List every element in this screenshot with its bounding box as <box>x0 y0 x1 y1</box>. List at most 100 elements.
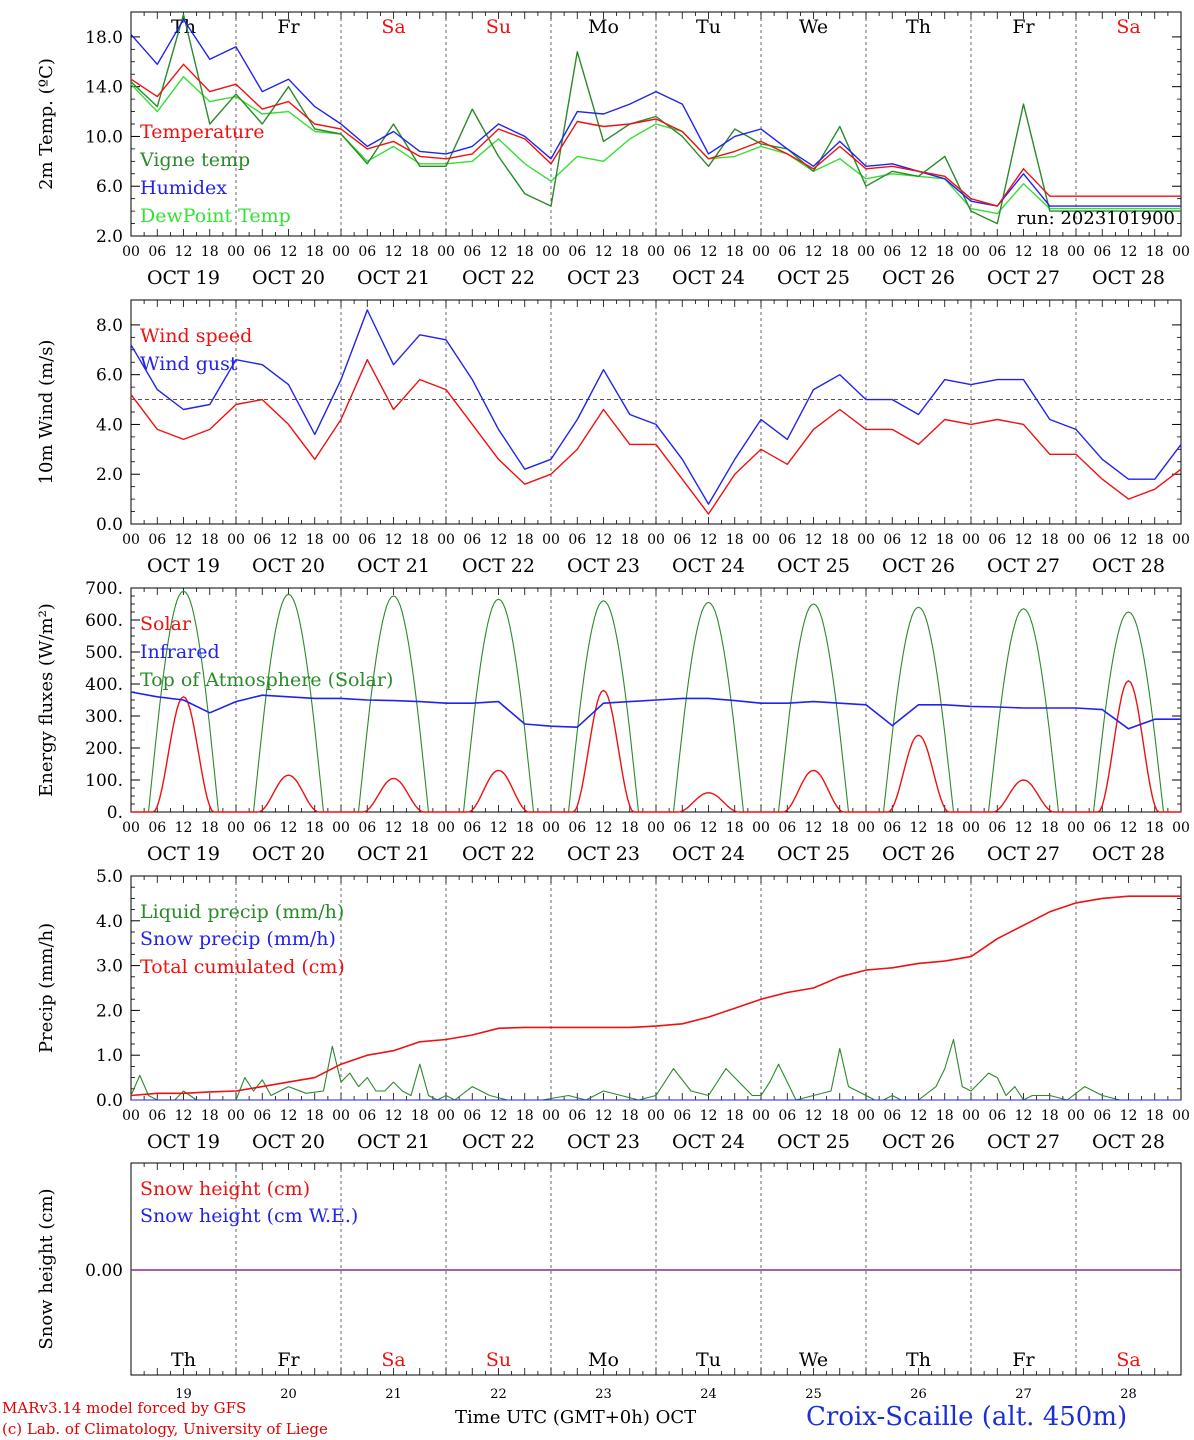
hour-tick-label: 00 <box>332 532 350 548</box>
series-line <box>462 598 535 813</box>
panel-2: 0.0 2.0 4.0 6.0 8.0 10m Wind (m/s) 00 06 12 18 OCT… <box>36 299 1190 577</box>
series-line <box>882 606 955 813</box>
hour-tick-label: 00 <box>1067 532 1085 548</box>
y-axis-label: Energy fluxes (W/m²) <box>36 603 57 797</box>
hour-tick-label: 18 <box>621 1108 639 1124</box>
series-line <box>147 590 220 813</box>
hour-tick-label: 12 <box>910 532 928 548</box>
hour-tick-label: 18 <box>726 1108 744 1124</box>
hour-tick-label: 12 <box>175 244 193 260</box>
date-label: OCT 19 <box>147 555 220 577</box>
hour-tick-label: 00 <box>227 820 245 836</box>
hour-tick-label: 18 <box>516 244 534 260</box>
y-tick-label: 2.0 <box>96 1001 123 1021</box>
legend-entry: Humidex <box>140 177 227 199</box>
hour-tick-label: 12 <box>490 532 508 548</box>
y-tick-label: 14.0 <box>85 78 123 98</box>
series-line <box>130 359 1182 515</box>
hour-tick-label: 00 <box>542 1108 560 1124</box>
hour-tick-label: 00 <box>857 1108 875 1124</box>
hour-tick-label: 18 <box>936 532 954 548</box>
series-line <box>357 595 430 813</box>
legend-entry: Liquid precip (mm/h) <box>140 901 344 923</box>
hour-tick-label: 00 <box>1172 820 1190 836</box>
hour-tick-label: 06 <box>778 244 796 260</box>
series-line <box>130 895 1181 1097</box>
day-number: 21 <box>385 1387 402 1402</box>
legend-entry: Temperature <box>140 121 264 143</box>
date-label: OCT 25 <box>777 267 850 289</box>
hour-tick-label: 18 <box>621 820 639 836</box>
series-line <box>567 600 640 813</box>
hour-tick-label: 06 <box>463 244 481 260</box>
hour-tick-label: 00 <box>752 244 770 260</box>
hour-tick-label: 06 <box>568 1108 586 1124</box>
date-label: OCT 21 <box>357 1131 430 1153</box>
day-number: 23 <box>595 1387 612 1402</box>
plot-frame <box>130 299 1182 525</box>
date-label: OCT 20 <box>252 267 325 289</box>
day-name: Th <box>171 16 196 38</box>
hour-tick-label: 12 <box>595 820 613 836</box>
day-name: Mo <box>588 1349 619 1371</box>
hour-tick-label: 00 <box>962 1108 980 1124</box>
day-name: Sa <box>1116 1349 1140 1371</box>
day-name: Th <box>906 1349 931 1371</box>
hour-tick-label: 00 <box>227 532 245 548</box>
hour-tick-label: 18 <box>1041 532 1059 548</box>
day-number: 26 <box>910 1387 927 1402</box>
series-line <box>1092 611 1165 813</box>
hour-tick-label: 12 <box>1120 820 1138 836</box>
hour-tick-label: 18 <box>726 532 744 548</box>
legend-entry: Snow height (cm W.E.) <box>140 1205 358 1227</box>
credit-line-model: MARv3.14 model forced by GFS <box>2 1399 247 1417</box>
date-label: OCT 28 <box>1092 1131 1165 1153</box>
series-line <box>130 309 1182 505</box>
day-number: 19 <box>175 1387 192 1402</box>
hour-tick-label: 00 <box>857 820 875 836</box>
hour-tick-label: 18 <box>306 820 324 836</box>
panel-4: 0.0 1.0 2.0 3.0 4.0 5.0 Precip (mm/h) 00 06 12 18 O… <box>36 867 1190 1153</box>
hour-tick-label: 06 <box>253 244 271 260</box>
hour-tick-label: 00 <box>437 532 455 548</box>
hour-tick-label: 12 <box>1120 532 1138 548</box>
hour-tick-label: 12 <box>385 1108 403 1124</box>
hour-tick-label: 12 <box>805 244 823 260</box>
hour-tick-label: 00 <box>437 820 455 836</box>
hour-tick-label: 12 <box>280 820 298 836</box>
hour-tick-label: 00 <box>332 1108 350 1124</box>
hour-tick-label: 18 <box>201 244 219 260</box>
y-tick-label: 200. <box>85 739 123 759</box>
hour-tick-label: 18 <box>831 1108 849 1124</box>
date-label: OCT 21 <box>357 267 430 289</box>
y-tick-label: 0.00 <box>85 1261 123 1281</box>
y-tick-label: 100. <box>85 771 123 791</box>
y-tick-label: 10.0 <box>85 127 123 147</box>
hour-tick-label: 12 <box>910 1108 928 1124</box>
day-name: Fr <box>277 16 300 38</box>
hour-tick-label: 06 <box>1093 1108 1111 1124</box>
date-label: OCT 26 <box>882 1131 955 1153</box>
date-label: OCT 19 <box>147 843 220 865</box>
hour-tick-label: 00 <box>227 244 245 260</box>
y-tick-label: 400. <box>85 675 123 695</box>
hour-tick-label: 18 <box>201 532 219 548</box>
date-label: OCT 20 <box>252 555 325 577</box>
hour-tick-label: 00 <box>1067 244 1085 260</box>
hour-tick-label: 06 <box>883 1108 901 1124</box>
y-tick-label: 8.0 <box>96 316 123 336</box>
series-line <box>777 603 850 813</box>
date-label: OCT 28 <box>1092 555 1165 577</box>
y-tick-label: 4.0 <box>96 415 123 435</box>
hour-tick-label: 06 <box>988 244 1006 260</box>
date-label: OCT 23 <box>567 843 640 865</box>
hour-tick-label: 06 <box>778 820 796 836</box>
hour-tick-label: 12 <box>490 1108 508 1124</box>
hour-tick-label: 06 <box>358 1108 376 1124</box>
day-number: 27 <box>1015 1387 1032 1402</box>
hour-tick-label: 12 <box>175 1108 193 1124</box>
hour-tick-label: 12 <box>805 820 823 836</box>
date-label: OCT 24 <box>672 555 745 577</box>
hour-tick-label: 00 <box>647 244 665 260</box>
hour-tick-label: 12 <box>490 244 508 260</box>
